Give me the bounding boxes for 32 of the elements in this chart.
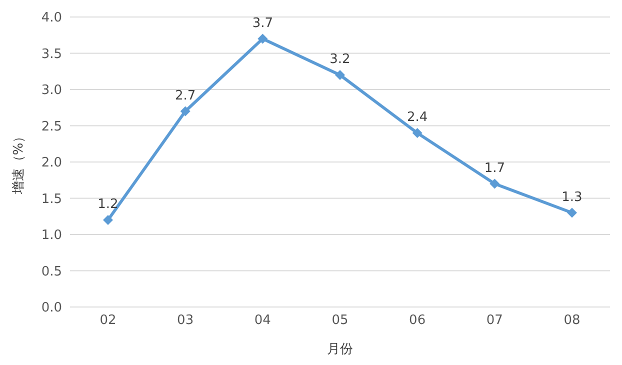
x-axis-title: 月份 [327, 342, 353, 357]
point [490, 178, 500, 189]
y-tick-label: 0.5 [41, 264, 62, 280]
point [258, 34, 268, 44]
data-label: 1.7 [484, 160, 506, 176]
point [412, 128, 422, 138]
y-tick-label: 2.0 [41, 156, 62, 171]
y-axis-title: 增速（%） [12, 130, 27, 196]
x-tick-label: 02 [100, 313, 116, 328]
x-tick-label: 03 [177, 313, 194, 328]
y-tick-label: 1.0 [41, 228, 62, 244]
data-label: 2.4 [406, 110, 428, 125]
x-tick-label: 08 [564, 313, 580, 328]
y-tick-label: 4.0 [41, 10, 62, 26]
data-label: 1.3 [562, 190, 582, 205]
data-label: 3.2 [330, 52, 350, 67]
data-label: 1.2 [98, 197, 118, 212]
y-tick-label: 0.0 [41, 300, 62, 316]
y-tick-label: 2.5 [41, 119, 62, 134]
x-tick-label: 06 [409, 313, 426, 328]
point [103, 215, 113, 225]
x-tick-label: 04 [254, 313, 271, 328]
point [335, 70, 345, 80]
point [567, 208, 577, 218]
y-tick-label: 1.5 [41, 192, 62, 207]
data-label: 3.7 [252, 16, 274, 31]
x-tick-label: 07 [486, 313, 503, 328]
y-tick-label: 3.5 [41, 46, 62, 62]
point [180, 106, 190, 116]
y-tick-label: 3.0 [41, 83, 62, 98]
x-tick-label: 05 [332, 313, 348, 328]
data-label: 2.7 [174, 88, 196, 104]
